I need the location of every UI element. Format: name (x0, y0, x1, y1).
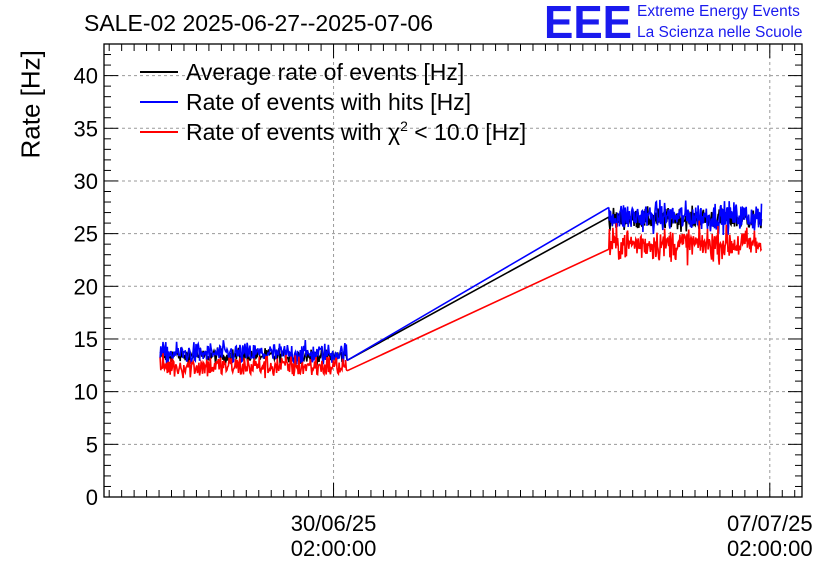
y-tick-label: 30 (74, 169, 98, 194)
grid (104, 44, 802, 497)
series-gap-line (346, 216, 610, 362)
series-gap-line (346, 248, 610, 372)
x-tick-label-time: 02:00:00 (727, 536, 813, 561)
legend-entry: Average rate of events [Hz] (186, 59, 464, 85)
y-tick-label: 5 (86, 432, 98, 457)
logo-line-2: La Scienza nelle Scuole (637, 24, 803, 41)
y-axis: 0 5 10 15 20 25 30 35 40 (74, 43, 802, 510)
y-tick-label: 0 (86, 485, 98, 510)
svg-text:EEE: EEE (544, 0, 632, 44)
eee-logo: EEE (544, 0, 632, 44)
y-tick-label: 15 (74, 327, 98, 352)
logo-line-1: Extreme Energy Events (637, 3, 800, 20)
series-segment (608, 199, 763, 236)
y-tick-label: 25 (74, 222, 98, 247)
x-tick-label-date: 07/07/25 (727, 511, 813, 536)
series-gap-line (346, 206, 610, 362)
y-tick-label: 20 (74, 274, 98, 299)
legend-entry: Rate of events with hits [Hz] (186, 89, 471, 115)
y-tick-label: 10 (74, 380, 98, 405)
series-segment (159, 353, 348, 379)
x-tick-label-date: 30/06/25 (291, 511, 377, 536)
legend: Average rate of events [Hz] Rate of event… (140, 59, 526, 145)
y-axis-label: Rate [Hz] (15, 50, 46, 159)
plot-frame (103, 43, 803, 498)
series-2 (159, 220, 763, 379)
series-segment (608, 220, 763, 266)
legend-entry: Rate of events with χ2 < 10.0 [Hz] (186, 118, 526, 145)
chart-title: SALE-02 2025-06-27--2025-07-06 (84, 10, 434, 36)
series-0 (159, 205, 763, 366)
x-tick-label-time: 02:00:00 (291, 536, 377, 561)
y-tick-label: 35 (74, 116, 98, 141)
y-tick-label: 40 (74, 64, 98, 89)
